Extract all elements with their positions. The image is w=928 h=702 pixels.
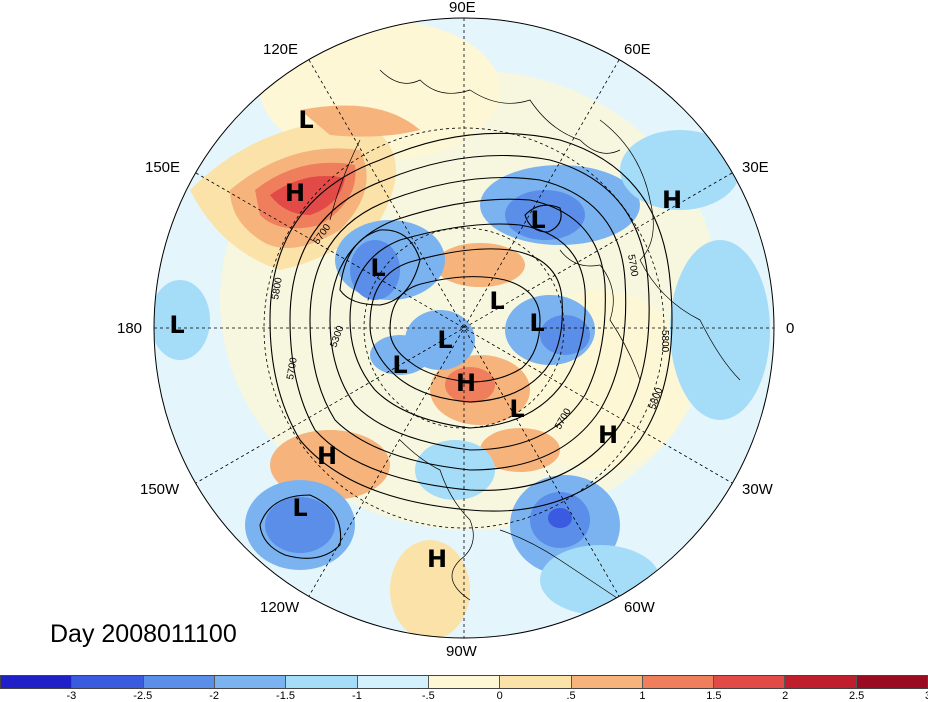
lon-label-120e: 120E xyxy=(263,41,299,58)
contour-label: 5800 xyxy=(270,276,285,300)
lon-label-90w: 90W xyxy=(446,643,477,660)
colorbar-tick-label: -1.5 xyxy=(276,690,296,702)
pressure-center-low: L xyxy=(509,395,525,423)
date-label: Day 2008011100 xyxy=(50,620,237,648)
pressure-center-high: H xyxy=(597,421,619,449)
pressure-center-high: H xyxy=(284,179,306,207)
pressure-center-low: L xyxy=(169,311,185,339)
colorbar-tick-label: -1 xyxy=(352,690,362,702)
lon-label-150w: 150W xyxy=(140,481,180,498)
lon-label-0: 0 xyxy=(786,320,795,337)
colorbar-swatch xyxy=(0,675,73,689)
colorbar-tick-label: 2 xyxy=(782,690,789,702)
pressure-center-low: L xyxy=(392,351,408,379)
colorbar-tick-label: 0 xyxy=(496,690,503,702)
colorbar-tick-label: 3 xyxy=(925,690,928,702)
colorbar-swatch xyxy=(286,675,358,689)
colorbar-tick-label: 1.5 xyxy=(706,690,722,702)
coastlines xyxy=(329,69,741,601)
pressure-center-high: H xyxy=(661,186,683,214)
colorbar-swatch xyxy=(214,675,287,689)
colorbar-tick-label: -2.5 xyxy=(133,690,153,702)
anomaly-field xyxy=(154,18,774,638)
graticule xyxy=(154,18,774,638)
lon-label-180: 180 xyxy=(117,320,143,337)
lon-label-90e: 90E xyxy=(449,0,476,16)
pressure-center-high: H xyxy=(316,442,338,470)
colorbar-tick-label: 2.5 xyxy=(848,690,865,702)
contour-label: 5700 xyxy=(285,356,300,380)
lon-label-60e: 60E xyxy=(624,41,651,58)
colorbar-swatch xyxy=(72,675,144,689)
pressure-center-low: L xyxy=(437,326,453,354)
colorbar-swatch xyxy=(856,675,928,689)
lon-label-120w: 120W xyxy=(260,599,300,616)
colorbar-tick-label: -3 xyxy=(66,690,77,702)
colorbar-tick-label: -2 xyxy=(209,690,220,702)
contour-label: 5700 xyxy=(625,254,640,278)
colorbar-swatch xyxy=(714,675,786,689)
contour-label: 5800 xyxy=(659,330,670,353)
colorbar-swatch xyxy=(642,675,715,689)
lon-label-30e: 30E xyxy=(742,159,769,176)
colorbar-swatch xyxy=(571,675,643,689)
lon-label-30w: 30W xyxy=(742,481,773,498)
pressure-center-high: H xyxy=(455,369,477,397)
colorbar-tick-label: -.5 xyxy=(421,690,435,702)
colorbar-swatch xyxy=(428,675,501,689)
colorbar-swatch xyxy=(143,675,215,689)
colorbar-swatch xyxy=(500,675,572,689)
pressure-center-low: L xyxy=(292,494,308,522)
pressure-center-low: L xyxy=(489,287,505,315)
lon-label-150e: 150E xyxy=(145,159,181,176)
colorbar-swatch xyxy=(785,675,857,689)
pressure-center-low: L xyxy=(370,254,386,282)
pressure-center-high: H xyxy=(426,545,448,573)
lon-label-60w: 60W xyxy=(624,599,655,616)
pressure-center-low: L xyxy=(530,206,546,234)
colorbar-tick-label: .5 xyxy=(566,690,576,702)
map-boundary xyxy=(153,17,775,639)
pressure-center-low: L xyxy=(529,309,545,337)
colorbar-swatch xyxy=(357,675,429,689)
pressure-center-low: L xyxy=(298,106,314,134)
colorbar xyxy=(0,675,928,689)
colorbar-tick-label: 1 xyxy=(639,690,646,702)
